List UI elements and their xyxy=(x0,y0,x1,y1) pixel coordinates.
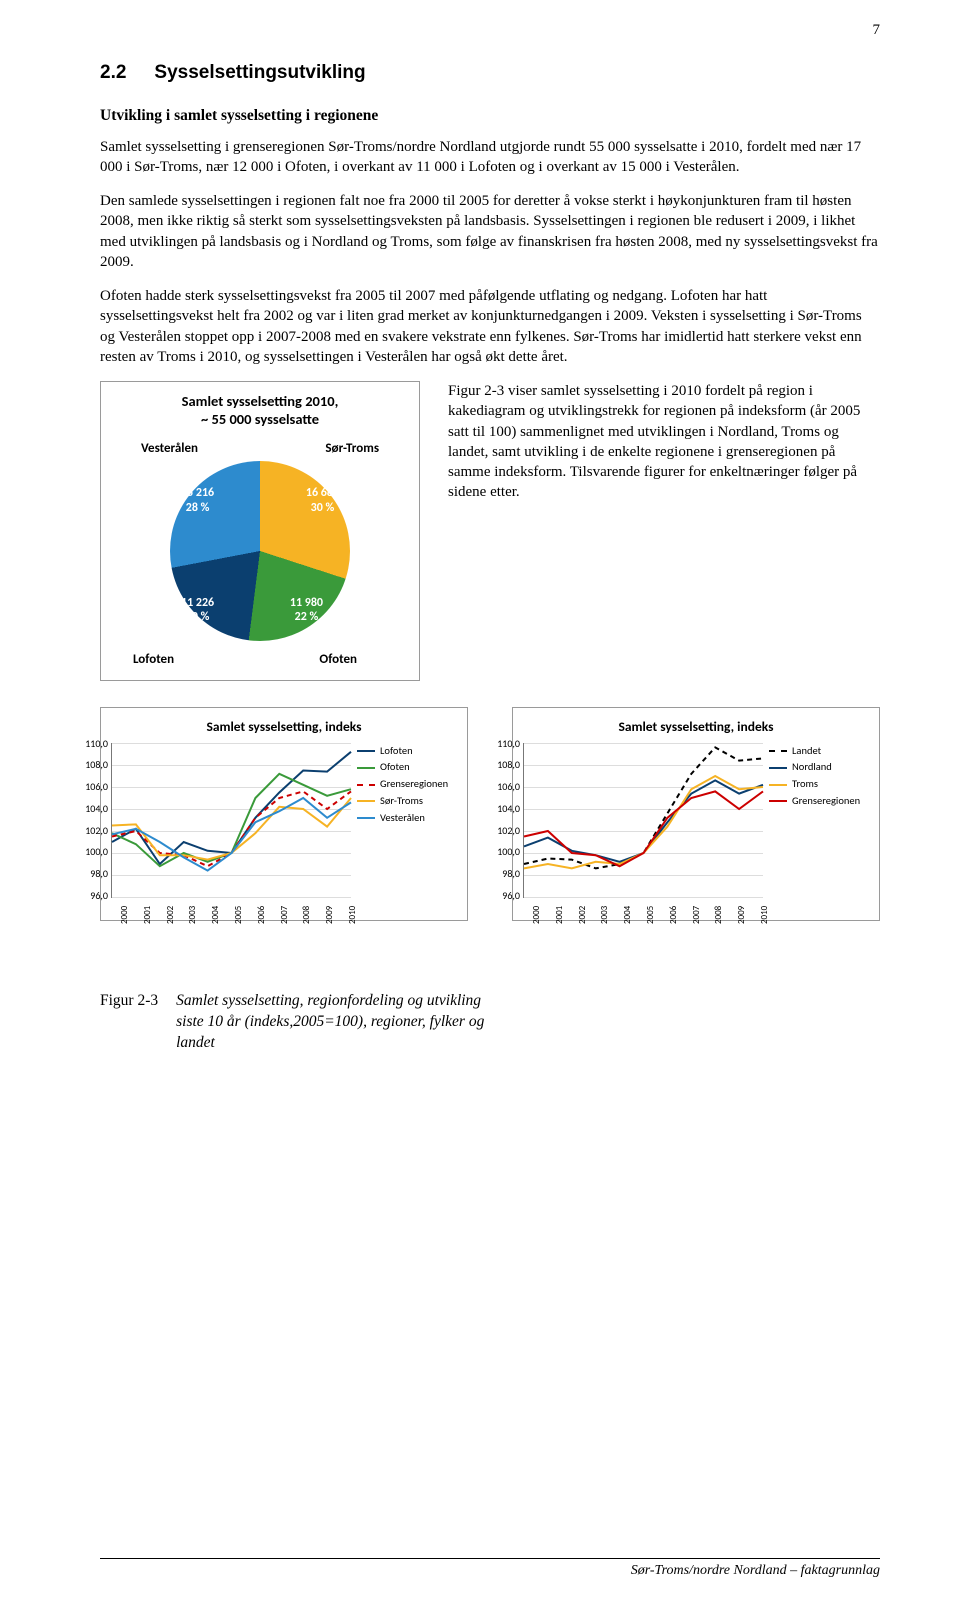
pie-slice-vesteralen-label: 15 21628 % xyxy=(181,486,214,515)
legend-item: Landet xyxy=(769,743,869,760)
legend-item: Grenseregionen xyxy=(357,776,457,793)
pie-slice-lofoten-label: 11 22620 % xyxy=(181,596,214,625)
legend-item: Lofoten xyxy=(357,743,457,760)
sub-heading: Utvikling i samlet sysselsetting i regio… xyxy=(100,106,880,127)
figure-caption: Figur 2-3 Samlet sysselsetting, regionfo… xyxy=(100,991,880,1054)
side-paragraph: Figur 2-3 viser samlet sysselsetting i 2… xyxy=(448,381,880,503)
chart-a-plot: 110,0108,0106,0104,0102,0100,098,096,0 xyxy=(111,743,351,898)
chart-b-legend: LandetNordlandTromsGrenseregionen xyxy=(769,743,869,914)
chart-b-plot: 110,0108,0106,0104,0102,0100,098,096,0 xyxy=(523,743,763,898)
chart-a-title: Samlet sysselsetting, indeks xyxy=(111,718,457,736)
pie-outer-lofoten: Lofoten xyxy=(133,651,174,669)
legend-item: Ofoten xyxy=(357,759,457,776)
chart-b-title: Samlet sysselsetting, indeks xyxy=(523,718,869,736)
page-number: 7 xyxy=(873,20,881,40)
footer-text: Sør-Troms/nordre Nordland – faktagrunnla… xyxy=(631,1562,880,1581)
legend-item: Vesterålen xyxy=(357,810,457,827)
legend-item: Sør-Troms xyxy=(357,793,457,810)
page-container: 7 2.2Sysselsettingsutvikling Utvikling i… xyxy=(0,0,960,1601)
legend-item: Nordland xyxy=(769,759,869,776)
pie-outer-sortoms: Sør-Troms xyxy=(325,440,379,458)
index-charts-row: Samlet sysselsetting, indeks 110,0108,01… xyxy=(100,707,880,920)
pie-outer-vesteralen: Vesterålen xyxy=(141,440,198,458)
legend-item: Grenseregionen xyxy=(769,793,869,810)
pie-slice-sortoms-label: 16 68030 % xyxy=(306,486,339,515)
pie-title: Samlet sysselsetting 2010,~ 55 000 sysse… xyxy=(115,392,405,428)
legend-item: Troms xyxy=(769,776,869,793)
index-chart-b: Samlet sysselsetting, indeks 110,0108,01… xyxy=(512,707,880,920)
paragraph-3: Ofoten hadde sterk sysselsettingsvekst f… xyxy=(100,286,880,367)
paragraph-1: Samlet sysselsetting i grenseregionen Sø… xyxy=(100,137,880,178)
pie-slice-ofoten-label: 11 98022 % xyxy=(290,596,323,625)
chart-a-legend: LofotenOfotenGrenseregionenSør-TromsVest… xyxy=(357,743,457,914)
footer-rule xyxy=(100,1558,880,1559)
paragraph-2: Den samlede sysselsettingen i regionen f… xyxy=(100,191,880,272)
index-chart-a: Samlet sysselsetting, indeks 110,0108,01… xyxy=(100,707,468,920)
section-heading: 2.2Sysselsettingsutvikling xyxy=(100,60,880,86)
pie-chart-panel: Samlet sysselsetting 2010,~ 55 000 sysse… xyxy=(100,381,420,681)
pie-outer-ofoten: Ofoten xyxy=(319,651,357,669)
